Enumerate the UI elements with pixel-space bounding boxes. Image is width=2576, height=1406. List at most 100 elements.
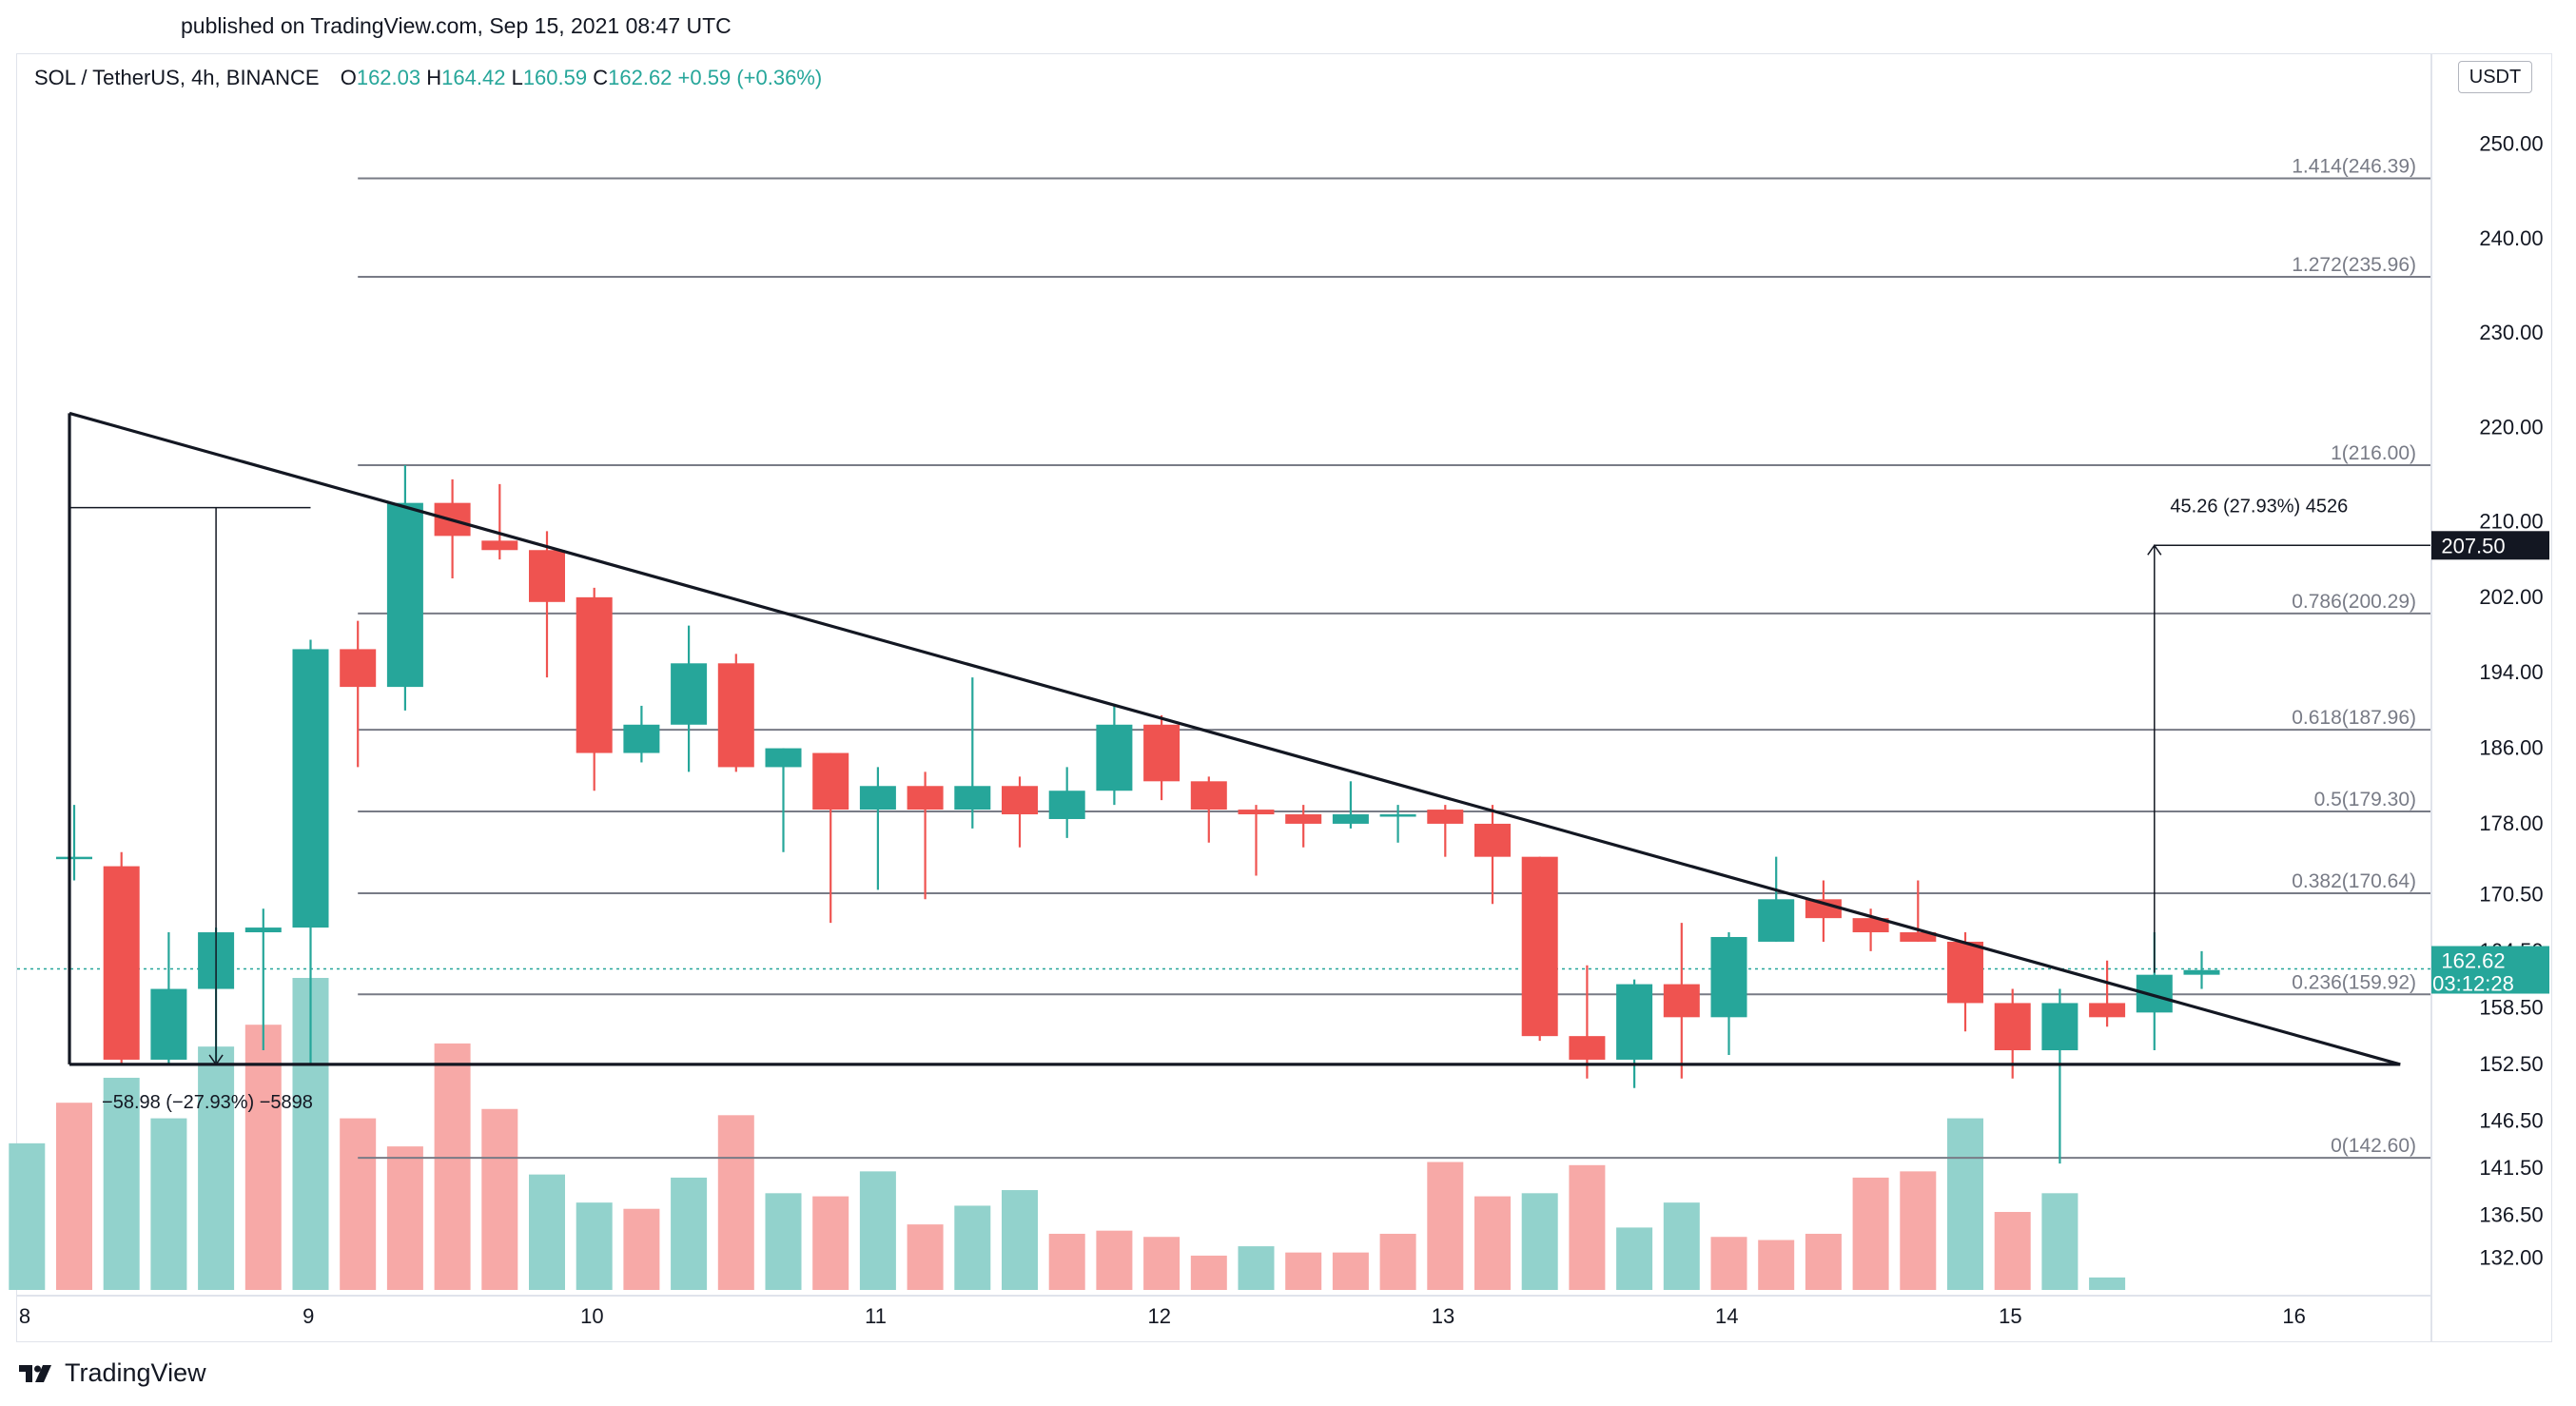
volume-bar [1427,1162,1464,1290]
volume-bar [765,1193,802,1290]
volume-bar [1190,1255,1227,1290]
candle-body [481,540,518,551]
open-label: O [340,66,357,89]
y-tick-label: 250.00 [2479,132,2543,156]
triangle-upper-trendline [68,411,2401,1066]
candle-body [1143,724,1181,782]
target-price-badge [2431,531,2549,560]
candle-body [1710,936,1747,1018]
volume-bar [1569,1164,1606,1290]
volume-bar [1048,1233,1085,1290]
footer-brand: TradingView [19,1358,206,1388]
volume-bar [1805,1233,1842,1290]
volume-bar [1143,1237,1181,1290]
ohlc-values: O162.03 H164.42 L160.59 C162.62 +0.59 (+… [341,66,823,89]
candle-body [1332,814,1369,824]
candle-body [529,550,565,602]
x-tick-label: 13 [1432,1304,1454,1328]
high-value: 164.42 [441,66,506,89]
candle-body [1285,814,1322,824]
volume-bar [386,1146,423,1290]
volume-bar [150,1118,187,1290]
volume-layer [9,978,2126,1290]
x-tick-label: 15 [1999,1304,2021,1328]
fib-level-label: 0.618(187.96) [2292,707,2416,729]
candle-body [2183,969,2220,975]
x-tick-label: 11 [865,1304,887,1328]
candle-body [1947,941,1983,1004]
measure-up-label: 45.26 (27.93%) 4526 [2170,496,2348,517]
volume-bar [481,1108,518,1290]
volume-bar [529,1174,565,1290]
candle-body [1994,1003,2031,1051]
volume-bar [2041,1193,2078,1290]
candle-body [1048,791,1085,819]
fib-level-label: 0.786(200.29) [2292,591,2416,613]
volume-bar [1900,1171,1937,1290]
volume-bar [9,1142,46,1290]
candle-body [1758,899,1795,942]
y-tick-label: 141.50 [2479,1156,2543,1180]
volume-bar [1710,1237,1747,1290]
published-note: published on TradingView.com, Sep 15, 20… [181,13,732,38]
y-tick-label: 194.00 [2479,660,2543,684]
y-tick-label: 132.00 [2479,1245,2543,1269]
x-tick-label: 8 [19,1304,30,1328]
candle-body [671,663,708,725]
candle-body [244,928,282,933]
candle-body [1190,781,1227,810]
candle-body [56,856,92,860]
candle-body [386,502,423,688]
candle-body [2041,1003,2078,1051]
current-price-badge [2431,946,2549,994]
fib-level-label: 1.272(235.96) [2292,254,2416,276]
candle-body [954,786,991,810]
volume-bar [1285,1252,1322,1290]
volume-bar [623,1208,660,1290]
candle-body [1805,899,1842,919]
volume-bar [103,1077,140,1290]
y-tick-label: 186.00 [2479,736,2543,760]
symbol-legend: SOL / TetherUS, 4h, BINANCE O162.03 H164… [34,66,822,90]
x-tick-label: 12 [1148,1304,1171,1328]
candle-body [2089,1003,2126,1018]
volume-bar [244,1025,282,1290]
candle-body [1663,984,1700,1018]
y-tick-label: 202.00 [2479,585,2543,609]
drawings-layer: −58.98 (−27.93%) −5898 45.26 (27.93%) 452… [68,411,2431,1113]
fib-level-label: 0.236(159.92) [2292,971,2416,993]
tradingview-logo-icon [19,1364,51,1382]
fib-level-label: 1(216.00) [2331,442,2416,464]
fib-level-label: 0.382(170.64) [2292,870,2416,892]
y-tick-label: 178.00 [2479,811,2543,835]
currency-selector[interactable]: USDT [2458,61,2532,93]
volume-bar [434,1043,471,1290]
candle-body [812,752,849,810]
x-axis: 8 9 10 11 12 13 14 15 16 [17,1295,2431,1328]
y-tick-label: 158.50 [2479,995,2543,1019]
volume-bar [1616,1227,1653,1290]
candle-body [1852,918,1889,933]
candle-body [1002,786,1038,815]
candle-body [1900,932,1937,942]
volume-bar [340,1118,377,1290]
candle-body [765,748,802,768]
open-value: 162.03 [356,66,421,89]
y-tick-label: 170.50 [2479,882,2543,906]
candles-layer [56,464,2220,1164]
y-tick-label: 240.00 [2479,226,2543,250]
candle-body [292,649,329,928]
candle-body [103,866,140,1060]
candle-body [340,649,377,688]
fib-level-label: 0(142.60) [2331,1135,2416,1157]
y-tick-label: 152.50 [2479,1052,2543,1076]
measure-down-arrow-head [208,1054,224,1066]
volume-bar [198,1046,235,1290]
y-tick-label: 210.00 [2479,509,2543,533]
volume-bar [717,1115,754,1290]
fib-level-label: 1.414(246.39) [2292,155,2416,177]
volume-bar [859,1171,896,1290]
volume-bar [1379,1233,1416,1290]
x-tick-label: 14 [1715,1304,1738,1328]
